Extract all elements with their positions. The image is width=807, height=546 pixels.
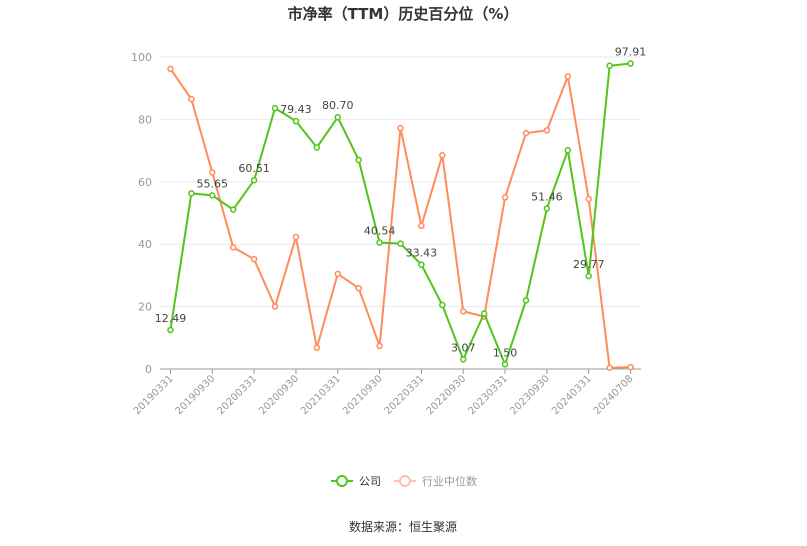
data-point bbox=[564, 147, 572, 154]
data-point bbox=[250, 255, 258, 263]
legend-marker-icon bbox=[399, 475, 411, 487]
data-point bbox=[292, 233, 300, 241]
data-point bbox=[459, 308, 467, 315]
data-point bbox=[439, 301, 446, 309]
data-point bbox=[355, 284, 362, 292]
data-label: 60.51 bbox=[238, 162, 270, 175]
data-point bbox=[543, 127, 551, 134]
data-point bbox=[501, 361, 509, 368]
data-point bbox=[439, 152, 446, 159]
data-point bbox=[271, 104, 279, 112]
data-label: 97.91 bbox=[615, 46, 647, 59]
series-line-company bbox=[169, 62, 631, 368]
data-label: 12.49 bbox=[155, 312, 187, 325]
data-point bbox=[167, 326, 174, 334]
x-tick-label: 20190930 bbox=[174, 373, 218, 417]
y-tick-label: 80 bbox=[138, 113, 152, 126]
data-point bbox=[585, 195, 592, 203]
data-point bbox=[480, 310, 488, 317]
chart-title: 市净率（TTM）历史百分位（%） bbox=[288, 5, 519, 23]
data-point bbox=[564, 73, 572, 80]
data-point bbox=[543, 205, 551, 212]
data-label: 3.07 bbox=[451, 341, 476, 354]
data-label: 79.43 bbox=[280, 103, 312, 116]
data-point bbox=[334, 270, 342, 278]
y-tick-label: 0 bbox=[145, 363, 152, 376]
legend-label: 行业中位数 bbox=[422, 474, 477, 488]
data-point bbox=[355, 156, 362, 164]
x-tick-label: 20220930 bbox=[425, 373, 469, 417]
data-point bbox=[397, 124, 404, 132]
y-tick-label: 100 bbox=[131, 51, 152, 64]
data-point bbox=[209, 169, 216, 176]
x-tick-label: 20240708 bbox=[592, 373, 636, 417]
data-point bbox=[418, 261, 425, 268]
y-tick-label: 60 bbox=[138, 176, 152, 189]
data-label: 51.46 bbox=[531, 190, 563, 203]
data-point bbox=[271, 303, 279, 310]
x-tick-label: 20210331 bbox=[299, 373, 343, 417]
data-point bbox=[292, 117, 300, 125]
data-point bbox=[313, 144, 321, 151]
y-tick-label: 40 bbox=[138, 238, 152, 251]
legend-label: 公司 bbox=[359, 475, 381, 488]
source-note: 数据来源：恒生聚源 bbox=[349, 519, 457, 534]
data-point bbox=[522, 297, 530, 304]
data-label: 29.77 bbox=[573, 258, 605, 271]
data-point bbox=[627, 60, 634, 67]
data-point bbox=[313, 344, 321, 352]
data-point bbox=[606, 62, 613, 69]
x-tick-label: 20230930 bbox=[508, 373, 552, 417]
series-line-industry-median bbox=[169, 68, 631, 369]
data-point bbox=[459, 356, 467, 363]
data-label: 1.50 bbox=[493, 346, 518, 359]
data-point bbox=[376, 342, 383, 350]
x-tick-label: 20220331 bbox=[383, 373, 427, 417]
data-point bbox=[250, 176, 258, 184]
data-point bbox=[501, 194, 509, 201]
x-tick-label: 20200930 bbox=[257, 373, 301, 417]
data-point bbox=[376, 239, 383, 246]
data-point bbox=[522, 129, 530, 137]
x-tick-label: 20230331 bbox=[466, 373, 510, 417]
data-point bbox=[606, 364, 613, 372]
data-point bbox=[627, 363, 634, 371]
legend-item-industry-median[interactable]: 行业中位数 bbox=[394, 474, 477, 488]
x-tick-label: 20190331 bbox=[132, 373, 176, 417]
data-point bbox=[397, 240, 404, 247]
data-point bbox=[585, 272, 592, 280]
data-point bbox=[188, 95, 195, 103]
data-label: 33.43 bbox=[406, 247, 438, 260]
data-point bbox=[188, 190, 195, 197]
legend-marker-icon bbox=[336, 475, 348, 487]
x-tick-label: 20200331 bbox=[215, 373, 259, 417]
data-point bbox=[229, 206, 237, 213]
data-point bbox=[167, 65, 174, 73]
data-point bbox=[334, 113, 342, 121]
data-point bbox=[229, 244, 237, 251]
data-label: 55.65 bbox=[197, 177, 229, 190]
x-tick-label: 20240331 bbox=[550, 373, 594, 417]
x-tick-label: 20210930 bbox=[341, 373, 385, 417]
data-point bbox=[209, 192, 216, 199]
data-label: 80.70 bbox=[322, 99, 354, 112]
data-point bbox=[418, 222, 425, 230]
legend: 公司 行业中位数 bbox=[331, 474, 477, 488]
legend-item-company[interactable]: 公司 bbox=[331, 475, 381, 488]
data-label: 40.54 bbox=[364, 225, 396, 238]
y-tick-label: 20 bbox=[138, 301, 152, 314]
